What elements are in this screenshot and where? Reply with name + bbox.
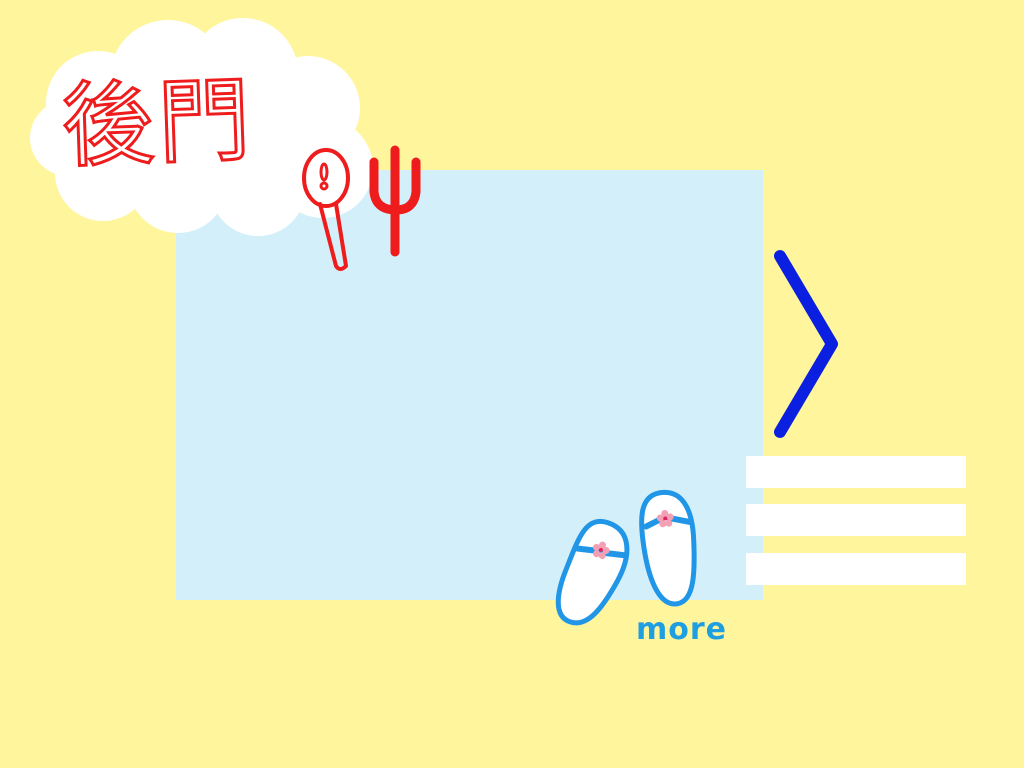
flip-flops-icon[interactable]: [546, 484, 716, 634]
menu-bar-3[interactable]: [746, 553, 966, 585]
page-title: 後門: [59, 65, 258, 182]
menu-bar-1[interactable]: [746, 456, 966, 488]
chevron-right-icon[interactable]: [760, 240, 850, 450]
menu-bar-2[interactable]: [746, 504, 966, 536]
cloud-icon: [30, 18, 373, 236]
spoon-fork-icon: [302, 145, 421, 271]
more-link[interactable]: more: [636, 612, 728, 647]
